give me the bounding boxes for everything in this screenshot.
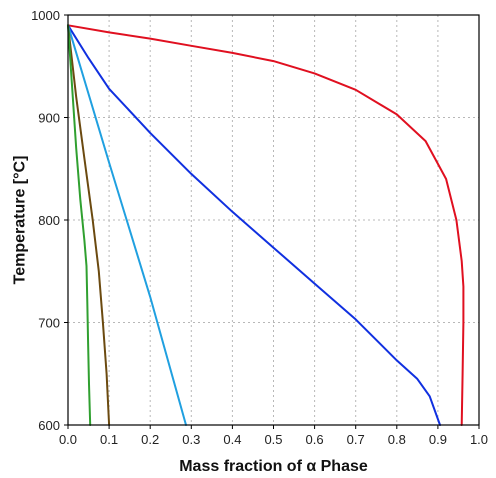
series-line-4: [67, 24, 111, 426]
y-tick-label: 600: [38, 418, 60, 433]
y-tick-label: 700: [38, 316, 60, 331]
x-tick-label: 0.6: [306, 432, 324, 447]
y-tick-label: 900: [38, 111, 60, 126]
x-tick-label: 0.7: [347, 432, 365, 447]
y-tick-label: 1000: [31, 8, 60, 23]
x-tick-label: 0.3: [182, 432, 200, 447]
series-group: [67, 24, 465, 426]
series-line-1: [67, 24, 465, 426]
x-tick-label: 0.1: [100, 432, 118, 447]
x-tick-label: 1.0: [470, 432, 488, 447]
y-tick-label: 800: [38, 213, 60, 228]
x-axis-title: Mass fraction of α Phase: [179, 458, 368, 475]
x-tick-label: 0.9: [429, 432, 447, 447]
grid: [68, 15, 479, 425]
y-axis-title: Temperature [°C]: [12, 156, 29, 285]
x-tick-label: 0.2: [141, 432, 159, 447]
x-tick-label: 0.5: [264, 432, 282, 447]
y-axis-ticks: 600 700 800 900 1000: [31, 8, 68, 433]
series-line-2: [67, 24, 441, 426]
x-tick-label: 0.8: [388, 432, 406, 447]
x-tick-label: 0.4: [223, 432, 241, 447]
x-tick-label: 0.0: [59, 432, 77, 447]
x-axis-ticks: 0.0 0.1 0.2 0.3 0.4 0.5 0.6 0.7 0.8 0.9 1.0: [59, 425, 488, 447]
series-line-3: [67, 24, 187, 426]
series-line-5: [67, 24, 92, 426]
